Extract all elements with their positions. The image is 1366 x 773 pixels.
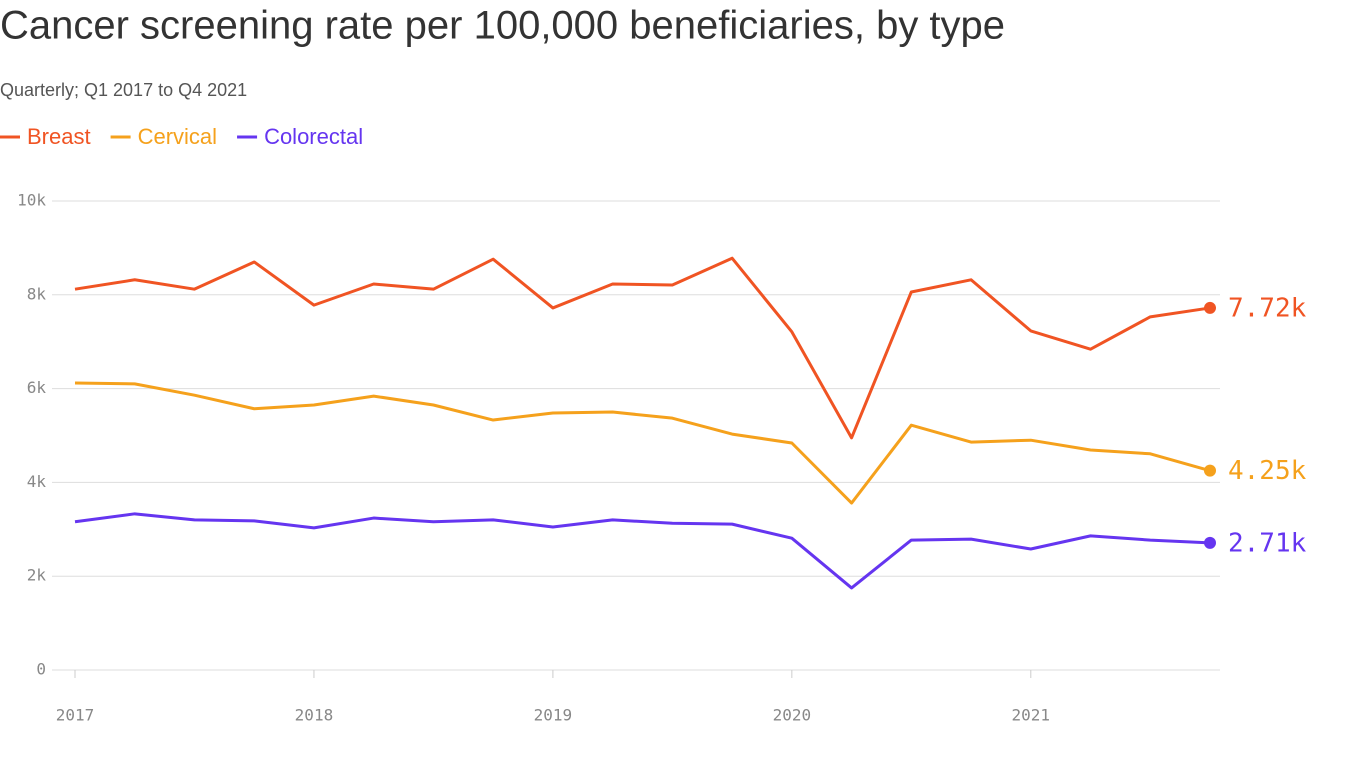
- end-dot: [1204, 301, 1216, 314]
- series-line: [74, 256, 1211, 440]
- x-tick-label: 2021: [1012, 706, 1051, 725]
- series-line: [74, 512, 1211, 590]
- y-tick-label: 2k: [27, 566, 47, 585]
- end-dot: [1204, 464, 1216, 477]
- y-tick-label: 10k: [17, 191, 46, 210]
- x-tick-label: 2020: [773, 706, 812, 725]
- value-label: 2.71k: [1228, 528, 1307, 558]
- x-tick-label: 2018: [295, 706, 334, 725]
- y-tick-label: 4k: [27, 472, 47, 491]
- series-line: [74, 381, 1211, 505]
- end-dot: [1204, 536, 1216, 549]
- chart-title: Cancer screening rate per 100,000 benefi…: [0, 4, 1005, 48]
- legend-label: Colorectal: [264, 124, 363, 149]
- chart-subtitle: Quarterly; Q1 2017 to Q4 2021: [0, 80, 247, 100]
- y-tick-label: 0: [36, 660, 46, 679]
- y-tick-label: 6k: [27, 378, 47, 397]
- value-label: 4.25k: [1228, 456, 1307, 486]
- legend-label: Breast: [27, 124, 91, 149]
- x-tick-label: 2019: [534, 706, 573, 725]
- x-tick-label: 2017: [56, 706, 95, 725]
- value-label: 7.72k: [1228, 293, 1307, 323]
- y-tick-label: 8k: [27, 284, 47, 303]
- legend-label: Cervical: [138, 124, 217, 149]
